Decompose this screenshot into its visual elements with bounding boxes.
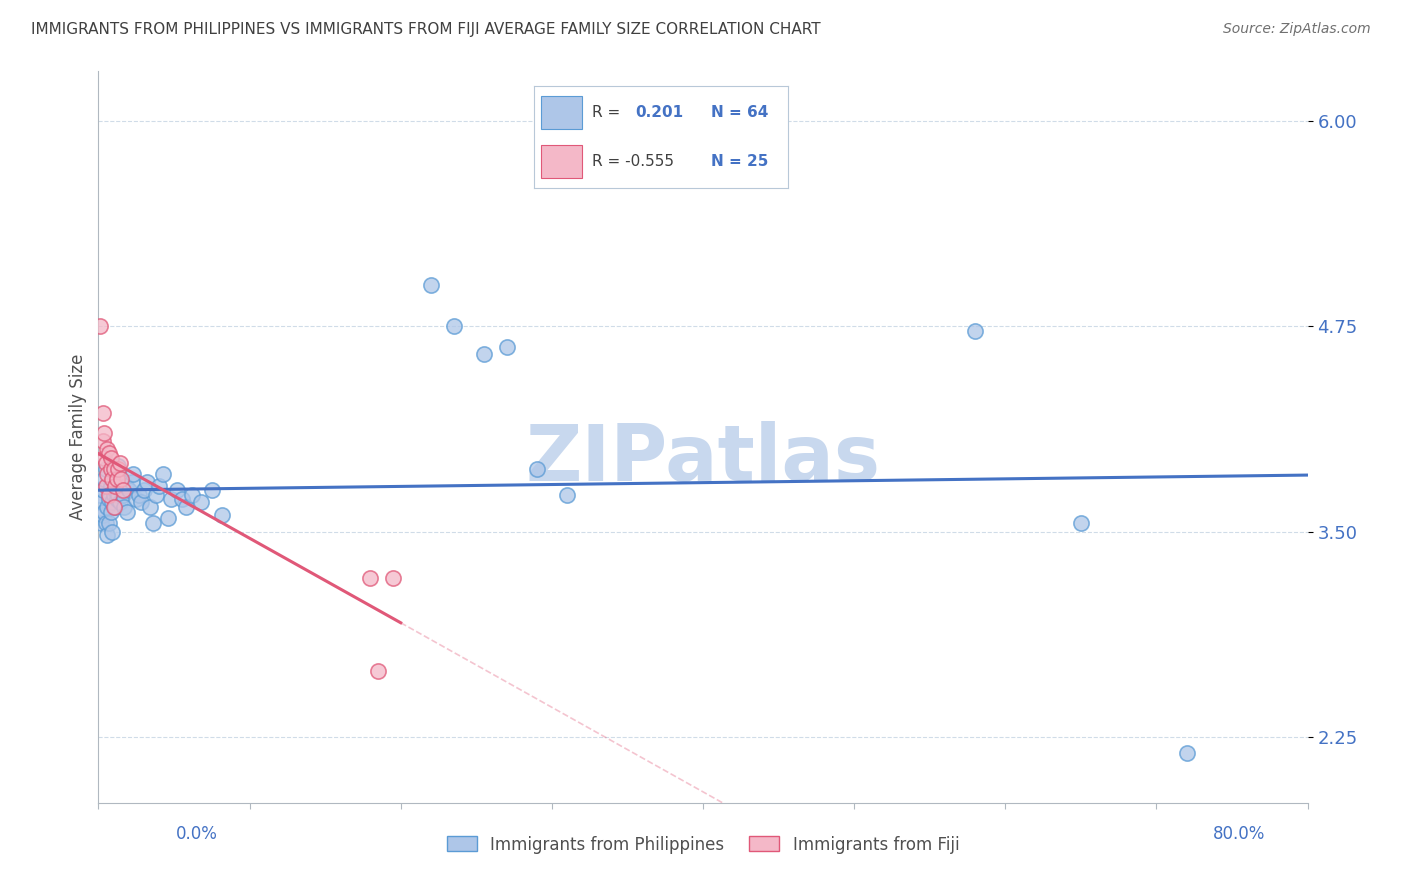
Text: IMMIGRANTS FROM PHILIPPINES VS IMMIGRANTS FROM FIJI AVERAGE FAMILY SIZE CORRELAT: IMMIGRANTS FROM PHILIPPINES VS IMMIGRANT… <box>31 22 821 37</box>
Point <box>104 500 127 514</box>
Text: ZIPatlas: ZIPatlas <box>526 421 880 497</box>
Point <box>1070 516 1092 531</box>
Point <box>107 458 129 473</box>
Point <box>93 505 115 519</box>
Point <box>142 516 165 531</box>
Point <box>107 462 129 476</box>
Point <box>360 571 382 585</box>
Point <box>103 475 125 490</box>
Point <box>93 450 115 465</box>
Point <box>135 475 157 490</box>
Point <box>107 488 129 502</box>
Point <box>108 495 131 509</box>
Point <box>96 442 118 457</box>
Point <box>93 425 115 440</box>
Point <box>96 467 118 481</box>
Point <box>472 347 495 361</box>
Point <box>90 516 112 531</box>
Point <box>100 505 122 519</box>
Point <box>555 488 578 502</box>
Point <box>122 467 145 481</box>
Point <box>104 483 127 498</box>
Point <box>93 472 115 486</box>
Point <box>98 491 121 506</box>
Point <box>105 472 128 486</box>
Point <box>105 467 128 481</box>
Point <box>118 483 141 498</box>
Point <box>148 478 170 492</box>
Point <box>96 500 118 514</box>
Point <box>90 495 112 509</box>
Point <box>190 495 212 509</box>
Point <box>94 516 117 531</box>
Point <box>89 488 111 502</box>
Point <box>110 475 132 490</box>
Point <box>170 491 193 506</box>
Point <box>152 467 174 481</box>
Point <box>94 462 117 476</box>
Point <box>105 491 128 506</box>
Point <box>112 500 135 514</box>
Point <box>111 483 134 498</box>
Point <box>89 319 111 334</box>
Point <box>129 495 152 509</box>
Point <box>98 488 121 502</box>
Point <box>1175 747 1198 761</box>
Point <box>91 508 114 523</box>
Point <box>420 278 443 293</box>
Point <box>96 528 118 542</box>
Point <box>367 665 389 679</box>
Point <box>139 500 162 514</box>
Point <box>91 483 114 498</box>
Point <box>104 478 127 492</box>
Point <box>108 456 131 470</box>
Point <box>114 478 136 492</box>
Point <box>98 446 121 460</box>
Point <box>181 488 204 502</box>
Point <box>94 456 117 470</box>
Point <box>91 406 114 420</box>
Point <box>100 462 122 476</box>
Point <box>101 495 124 509</box>
Text: 0.0%: 0.0% <box>176 825 218 843</box>
Point <box>201 483 224 498</box>
Text: 80.0%: 80.0% <box>1213 825 1265 843</box>
Point <box>128 488 150 502</box>
Point <box>100 450 122 465</box>
Point <box>94 478 117 492</box>
Point <box>121 475 143 490</box>
Point <box>125 491 148 506</box>
Y-axis label: Average Family Size: Average Family Size <box>69 354 87 520</box>
Point <box>382 571 405 585</box>
Point <box>103 488 125 502</box>
Point <box>91 434 114 449</box>
Point <box>156 511 179 525</box>
Point <box>526 462 548 476</box>
Point <box>166 483 188 498</box>
Point <box>145 488 167 502</box>
Point <box>110 483 132 498</box>
Point <box>965 324 987 338</box>
Text: Source: ZipAtlas.com: Source: ZipAtlas.com <box>1223 22 1371 37</box>
Point <box>98 516 121 531</box>
Point <box>115 505 138 519</box>
Point <box>103 462 125 476</box>
Point <box>174 500 197 514</box>
Point <box>495 341 517 355</box>
Point <box>132 483 155 498</box>
Point <box>101 472 124 486</box>
Point <box>100 478 122 492</box>
Point <box>101 524 124 539</box>
Point <box>211 508 233 523</box>
Point <box>110 472 132 486</box>
Point <box>111 488 134 502</box>
Point <box>103 500 125 514</box>
Point <box>443 319 465 334</box>
Point <box>160 491 183 506</box>
Legend: Immigrants from Philippines, Immigrants from Fiji: Immigrants from Philippines, Immigrants … <box>440 829 966 860</box>
